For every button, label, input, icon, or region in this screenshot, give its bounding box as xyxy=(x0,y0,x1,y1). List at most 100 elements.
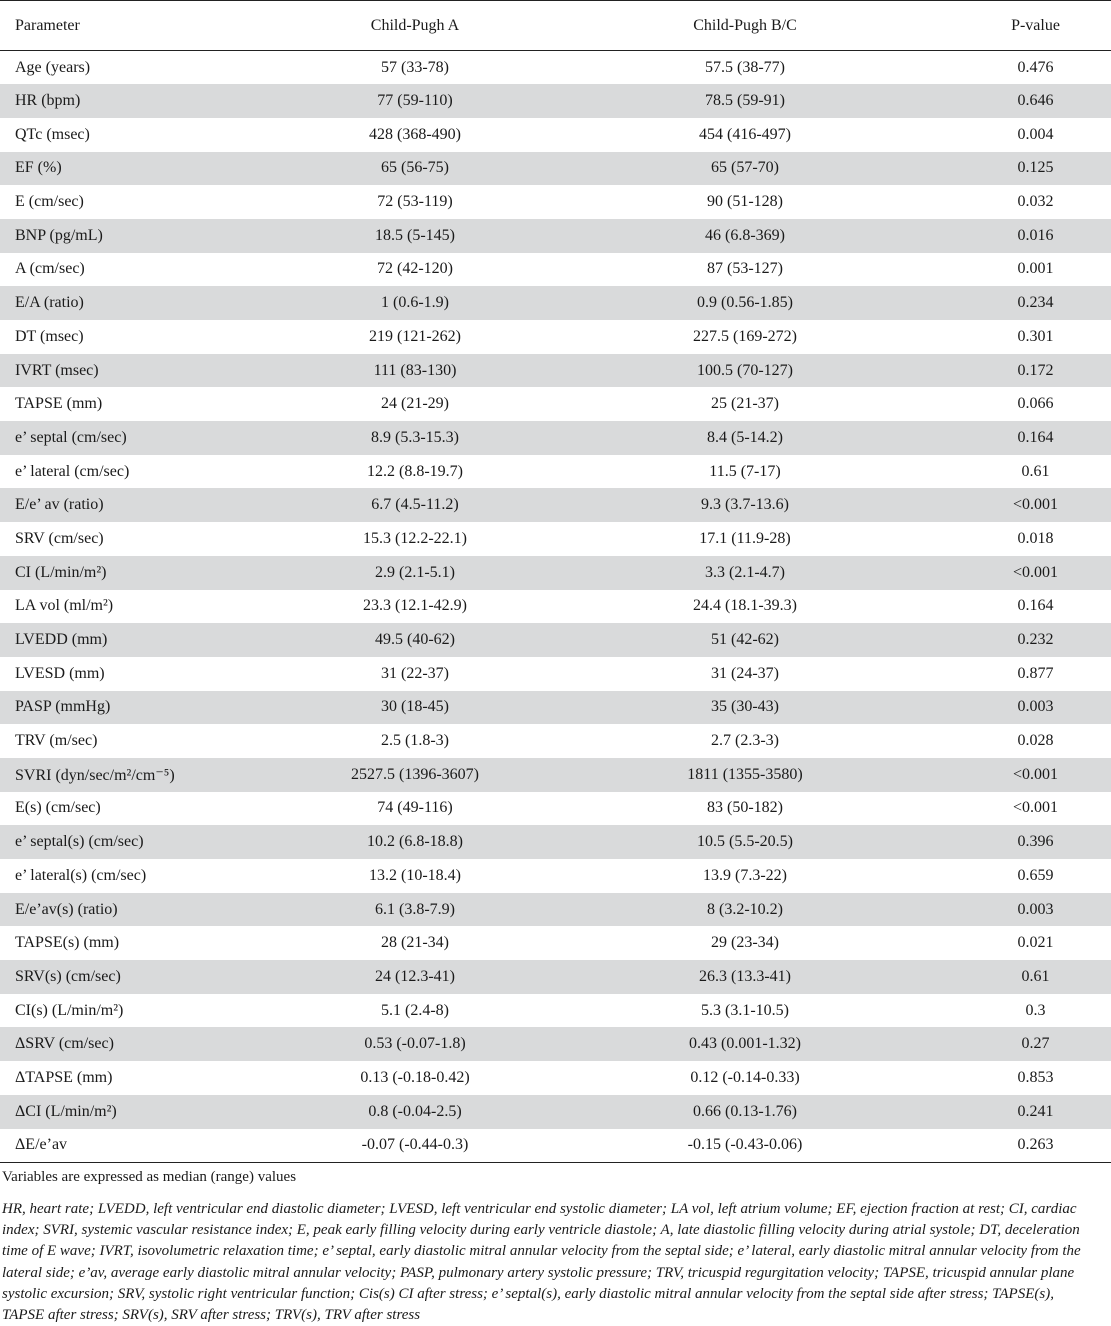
table-row: e’ lateral(s) (cm/sec) 13.2 (10-18.4) 13.9… xyxy=(0,859,1111,893)
cell-p-value: 0.61 xyxy=(1021,462,1050,480)
cell-p-value: <0.001 xyxy=(1012,563,1059,581)
table-row: e’ septal(s) (cm/sec) 10.2 (6.8-18.8) 10.5… xyxy=(0,825,1111,859)
cell-p-value: 0.004 xyxy=(1017,125,1054,143)
table-row: SRV(s) (cm/sec) 24 (12.3-41) 26.3 (13.3-41… xyxy=(0,960,1111,994)
table-row: BNP (pg/mL) 18.5 (5-145) 46 (6.8-369) 0.016 xyxy=(0,218,1111,253)
cell-parameter: ΔSRV (cm/sec) xyxy=(15,1035,114,1053)
results-table: Parameter Child-Pugh A Child-Pugh B/C P-… xyxy=(0,0,1111,1163)
table-row: E (cm/sec) 72 (53-119) 90 (51-128) 0.032 xyxy=(0,185,1111,219)
cell-child-pugh-bc: 1811 (1355-3580) xyxy=(687,765,803,783)
cell-child-pugh-a: 8.9 (5.3-15.3) xyxy=(371,428,459,446)
table-row: HR (bpm) 77 (59-110) 78.5 (59-91) 0.646 xyxy=(0,84,1111,118)
cell-child-pugh-a: 30 (18-45) xyxy=(381,698,449,716)
table-row: TRV (m/sec) 2.5 (1.8-3) 2.7 (2.3-3) 0.028 xyxy=(0,724,1111,758)
cell-p-value: 0.396 xyxy=(1017,833,1054,851)
cell-child-pugh-bc: 0.9 (0.56-1.85) xyxy=(697,294,793,312)
cell-parameter: A (cm/sec) xyxy=(15,260,85,278)
cell-child-pugh-bc: 26.3 (13.3-41) xyxy=(699,967,791,985)
cell-parameter: E/e’ av (ratio) xyxy=(15,496,104,514)
cell-parameter: PASP (mmHg) xyxy=(15,698,111,716)
cell-parameter: EF (%) xyxy=(15,159,62,177)
table-row: E/e’av(s) (ratio) 6.1 (3.8-7.9) 8 (3.2-10.… xyxy=(0,892,1111,927)
cell-child-pugh-bc: 227.5 (169-272) xyxy=(693,327,797,345)
header-child-pugh-bc: Child-Pugh B/C xyxy=(590,0,900,51)
cell-child-pugh-a: 12.2 (8.8-19.7) xyxy=(367,462,463,480)
header-parameter: Parameter xyxy=(0,0,240,51)
cell-child-pugh-a: 2527.5 (1396-3607) xyxy=(351,765,479,783)
cell-parameter: TRV (m/sec) xyxy=(15,732,98,750)
cell-p-value: 0.018 xyxy=(1017,529,1054,547)
table-row: TAPSE(s) (mm) 28 (21-34) 29 (23-34) 0.021 xyxy=(0,926,1111,961)
cell-child-pugh-bc: 8 (3.2-10.2) xyxy=(707,900,783,918)
table-row: QTc (msec) 428 (368-490) 454 (416-497) 0.00… xyxy=(0,117,1111,152)
table-row: ΔE/e’av -0.07 (-0.44-0.3) -0.15 (-0.43-0.0… xyxy=(0,1128,1111,1163)
cell-p-value: <0.001 xyxy=(1012,799,1059,817)
cell-p-value: 0.232 xyxy=(1017,631,1054,649)
cell-parameter: e’ septal(s) (cm/sec) xyxy=(15,833,144,851)
cell-p-value: 0.234 xyxy=(1017,294,1054,312)
table-row: E/A (ratio) 1 (0.6-1.9) 0.9 (0.56-1.85) 0.2… xyxy=(0,286,1111,320)
cell-parameter: LVESD (mm) xyxy=(15,664,105,682)
cell-child-pugh-bc: -0.15 (-0.43-0.06) xyxy=(687,1136,803,1154)
table-body: Age (years) 57 (33-78) 57.5 (38-77) 0.476 HR… xyxy=(0,50,1111,1163)
cell-child-pugh-bc: 0.66 (0.13-1.76) xyxy=(693,1102,797,1120)
cell-child-pugh-bc: 46 (6.8-369) xyxy=(705,226,785,244)
table-row: ΔCI (L/min/m²) 0.8 (-0.04-2.5) 0.66 (0.13-… xyxy=(0,1094,1111,1129)
cell-child-pugh-bc: 11.5 (7-17) xyxy=(709,462,781,480)
cell-p-value: 0.241 xyxy=(1017,1102,1054,1120)
cell-p-value: 0.021 xyxy=(1017,934,1054,952)
cell-parameter: CI(s) (L/min/m²) xyxy=(15,1001,124,1019)
table-row: SVRI (dyn/sec/m²/cm⁻⁵) 2527.5 (1396-3607)… xyxy=(0,757,1111,792)
cell-child-pugh-a: -0.07 (-0.44-0.3) xyxy=(361,1136,469,1154)
cell-child-pugh-bc: 78.5 (59-91) xyxy=(705,92,785,110)
cell-p-value: 0.003 xyxy=(1017,698,1054,716)
cell-p-value: 0.164 xyxy=(1017,428,1054,446)
cell-child-pugh-a: 6.7 (4.5-11.2) xyxy=(371,496,459,514)
cell-parameter: TAPSE (mm) xyxy=(15,395,103,413)
cell-p-value: 0.853 xyxy=(1017,1068,1054,1086)
cell-parameter: SRV (cm/sec) xyxy=(15,529,104,547)
cell-p-value: 0.301 xyxy=(1017,327,1054,345)
cell-parameter: LA vol (ml/m²) xyxy=(15,597,114,615)
cell-p-value: 0.028 xyxy=(1017,732,1054,750)
cell-child-pugh-bc: 9.3 (3.7-13.6) xyxy=(701,496,789,514)
cell-child-pugh-a: 49.5 (40-62) xyxy=(375,631,455,649)
cell-p-value: 0.164 xyxy=(1017,597,1054,615)
cell-child-pugh-a: 1 (0.6-1.9) xyxy=(381,294,449,312)
cell-parameter: E (cm/sec) xyxy=(15,193,84,211)
table-row: LA vol (ml/m²) 23.3 (12.1-42.9) 24.4 (18.1… xyxy=(0,589,1111,624)
header-p-value: P-value xyxy=(900,0,1111,51)
cell-parameter: CI (L/min/m²) xyxy=(15,563,107,581)
cell-child-pugh-bc: 3.3 (2.1-4.7) xyxy=(705,563,785,581)
cell-child-pugh-bc: 5.3 (3.1-10.5) xyxy=(701,1001,789,1019)
cell-p-value: <0.001 xyxy=(1012,765,1059,783)
cell-parameter: E(s) (cm/sec) xyxy=(15,799,101,817)
table-row: E(s) (cm/sec) 74 (49-116) 83 (50-182) <0.00… xyxy=(0,791,1111,826)
cell-child-pugh-bc: 90 (51-128) xyxy=(707,193,783,211)
cell-parameter: E/A (ratio) xyxy=(15,294,84,312)
cell-child-pugh-bc: 83 (50-182) xyxy=(707,799,783,817)
cell-child-pugh-a: 72 (53-119) xyxy=(377,193,453,211)
cell-child-pugh-a: 0.8 (-0.04-2.5) xyxy=(368,1102,462,1120)
table-row: IVRT (msec) 111 (83-130) 100.5 (70-127) 0.1… xyxy=(0,353,1111,388)
cell-child-pugh-bc: 65 (57-70) xyxy=(711,159,779,177)
cell-child-pugh-a: 31 (22-37) xyxy=(381,664,449,682)
cell-parameter: e’ lateral(s) (cm/sec) xyxy=(15,866,147,884)
cell-child-pugh-a: 57 (33-78) xyxy=(381,58,449,76)
table-row: TAPSE (mm) 24 (21-29) 25 (21-37) 0.066 xyxy=(0,387,1111,422)
table-row: PASP (mmHg) 30 (18-45) 35 (30-43) 0.003 xyxy=(0,690,1111,725)
cell-child-pugh-bc: 29 (23-34) xyxy=(711,934,779,952)
table-row: A (cm/sec) 72 (42-120) 87 (53-127) 0.001 xyxy=(0,252,1111,287)
cell-child-pugh-a: 77 (59-110) xyxy=(377,92,453,110)
cell-child-pugh-a: 111 (83-130) xyxy=(373,361,457,379)
cell-p-value: 0.3 xyxy=(1025,1001,1046,1019)
cell-p-value: 0.172 xyxy=(1017,361,1054,379)
table-row: Age (years) 57 (33-78) 57.5 (38-77) 0.476 xyxy=(0,50,1111,85)
cell-child-pugh-a: 23.3 (12.1-42.9) xyxy=(363,597,467,615)
cell-child-pugh-bc: 10.5 (5.5-20.5) xyxy=(697,833,793,851)
cell-child-pugh-a: 219 (121-262) xyxy=(369,327,461,345)
cell-p-value: 0.61 xyxy=(1021,967,1050,985)
cell-parameter: IVRT (msec) xyxy=(15,361,99,379)
cell-parameter: SRV(s) (cm/sec) xyxy=(15,967,121,985)
cell-p-value: 0.003 xyxy=(1017,900,1054,918)
